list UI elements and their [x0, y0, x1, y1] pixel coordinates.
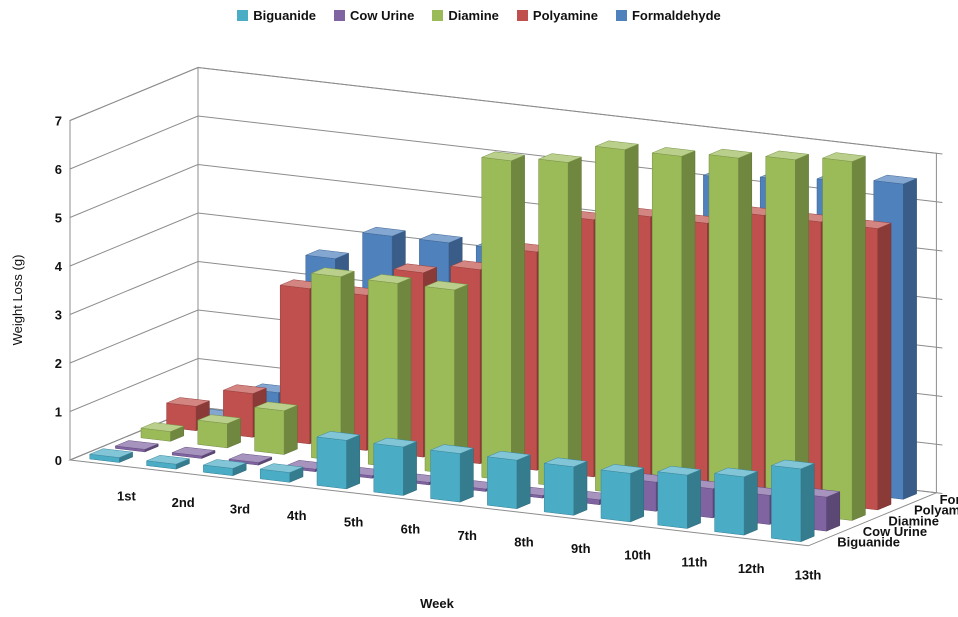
legend-item-biguanide: Biguanide: [237, 8, 316, 23]
legend-label-cow-urine: Cow Urine: [350, 7, 415, 23]
x-tick-label: 1st: [117, 488, 136, 503]
z-tick-label: Polyamine: [914, 503, 958, 518]
right-tick: [936, 346, 943, 349]
bar-biguanide-7th: [429, 444, 475, 503]
bar-biguanide-2nd: [145, 455, 191, 470]
label-layer: 0 1 2 3 4 5 6 7 1st 2nd 3rd 4th 5th 6th 7th 8th 9th 10th 1…: [55, 114, 958, 583]
y-tick-label: 3: [55, 308, 62, 323]
bar-diamine-10th: [651, 147, 696, 502]
bar-cow-urine-3rd: [228, 453, 273, 466]
y-tick-label: 6: [55, 162, 62, 177]
legend-label-formaldehyde: Formaldehyde: [631, 7, 721, 23]
bar-layer: [88, 140, 918, 543]
gridline: [69, 66, 937, 154]
x-tick-label: 12th: [738, 561, 765, 576]
right-tick: [936, 201, 943, 203]
x-tick-label: 6th: [401, 521, 421, 536]
y-tick-label: 7: [55, 114, 62, 129]
z-tick-label: Formaldehyde: [940, 492, 958, 507]
legend-item-diamine: Diamine: [432, 8, 499, 23]
z-tick-label: Diamine: [888, 513, 939, 528]
legend-label-diamine: Diamine: [448, 7, 499, 23]
legend-swatch-diamine: [432, 9, 444, 21]
legend-item-polyamine: Polyamine: [516, 7, 598, 23]
bar-diamine-5th: [367, 274, 412, 469]
bar-biguanide-5th: [316, 431, 361, 490]
right-tick: [936, 152, 943, 155]
bar-biguanide-9th: [543, 457, 588, 516]
bar-diamine-1st: [140, 422, 185, 442]
bar-biguanide-4th: [259, 463, 304, 483]
bar-biguanide-6th: [372, 437, 418, 496]
legend-swatch-polyamine: [516, 9, 528, 21]
bar-biguanide-12th: [713, 467, 759, 536]
y-tick-label: 1: [55, 405, 62, 420]
legend-item-cow-urine: Cow Urine: [334, 8, 414, 23]
bar-diamine-3rd: [253, 401, 299, 455]
bar-diamine-11th: [708, 148, 753, 508]
bar-diamine-2nd: [196, 414, 242, 449]
x-tick-label: 5th: [344, 515, 364, 530]
legend-swatch-cow-urine: [334, 9, 346, 21]
bar-biguanide-3rd: [202, 459, 248, 477]
x-tick-label: 8th: [514, 535, 534, 550]
bar-biguanide-1st: [88, 448, 134, 463]
legend-label-biguanide: Biguanide: [253, 7, 317, 23]
right-tick: [936, 298, 943, 300]
x-tick-label: 13th: [795, 568, 822, 583]
bar-diamine-12th: [764, 150, 810, 515]
bar-diamine-7th: [480, 151, 526, 482]
legend-swatch-formaldehyde: [615, 9, 627, 21]
bar-biguanide-11th: [656, 465, 702, 529]
x-tick-label: 4th: [287, 508, 307, 523]
x-tick-label: 11th: [681, 554, 707, 569]
right-tick: [936, 443, 943, 446]
bar-diamine-6th: [424, 280, 469, 475]
y-tick-label: 4: [55, 259, 63, 274]
x-tick-label: 7th: [457, 528, 477, 543]
x-tick-label: 9th: [571, 541, 591, 556]
z-tick-label: Biguanide: [837, 535, 900, 550]
bar-biguanide-13th: [770, 459, 816, 543]
x-tick-label: 3rd: [230, 502, 250, 517]
x-tick-label: 10th: [624, 548, 651, 563]
z-tick-label: Cow Urine: [863, 524, 927, 539]
y-tick-label: 5: [55, 211, 62, 226]
bar-diamine-13th: [821, 152, 867, 521]
right-tick: [936, 395, 943, 397]
y-tick-label: 0: [55, 453, 62, 468]
bar-diamine-8th: [537, 153, 583, 488]
y-tick-label: 2: [55, 356, 62, 371]
legend-swatch-biguanide: [237, 9, 249, 21]
bar-cow-urine-2nd: [171, 446, 216, 459]
bar-biguanide-8th: [486, 450, 532, 510]
bar-diamine-9th: [594, 140, 640, 495]
bar-cow-urine-1st: [114, 440, 160, 453]
right-tick: [936, 492, 943, 494]
bar-biguanide-10th: [600, 464, 645, 523]
legend: Biguanide Cow Urine Diamine Polyamine Fo…: [0, 4, 958, 26]
right-tick: [936, 249, 943, 252]
x-tick-label: 2nd: [172, 495, 195, 510]
legend-label-polyamine: Polyamine: [532, 7, 598, 23]
y-axis-title: Weight Loss (g): [10, 255, 25, 346]
legend-item-formaldehyde: Formaldehyde: [615, 7, 721, 23]
x-axis-title: Week: [420, 596, 454, 611]
